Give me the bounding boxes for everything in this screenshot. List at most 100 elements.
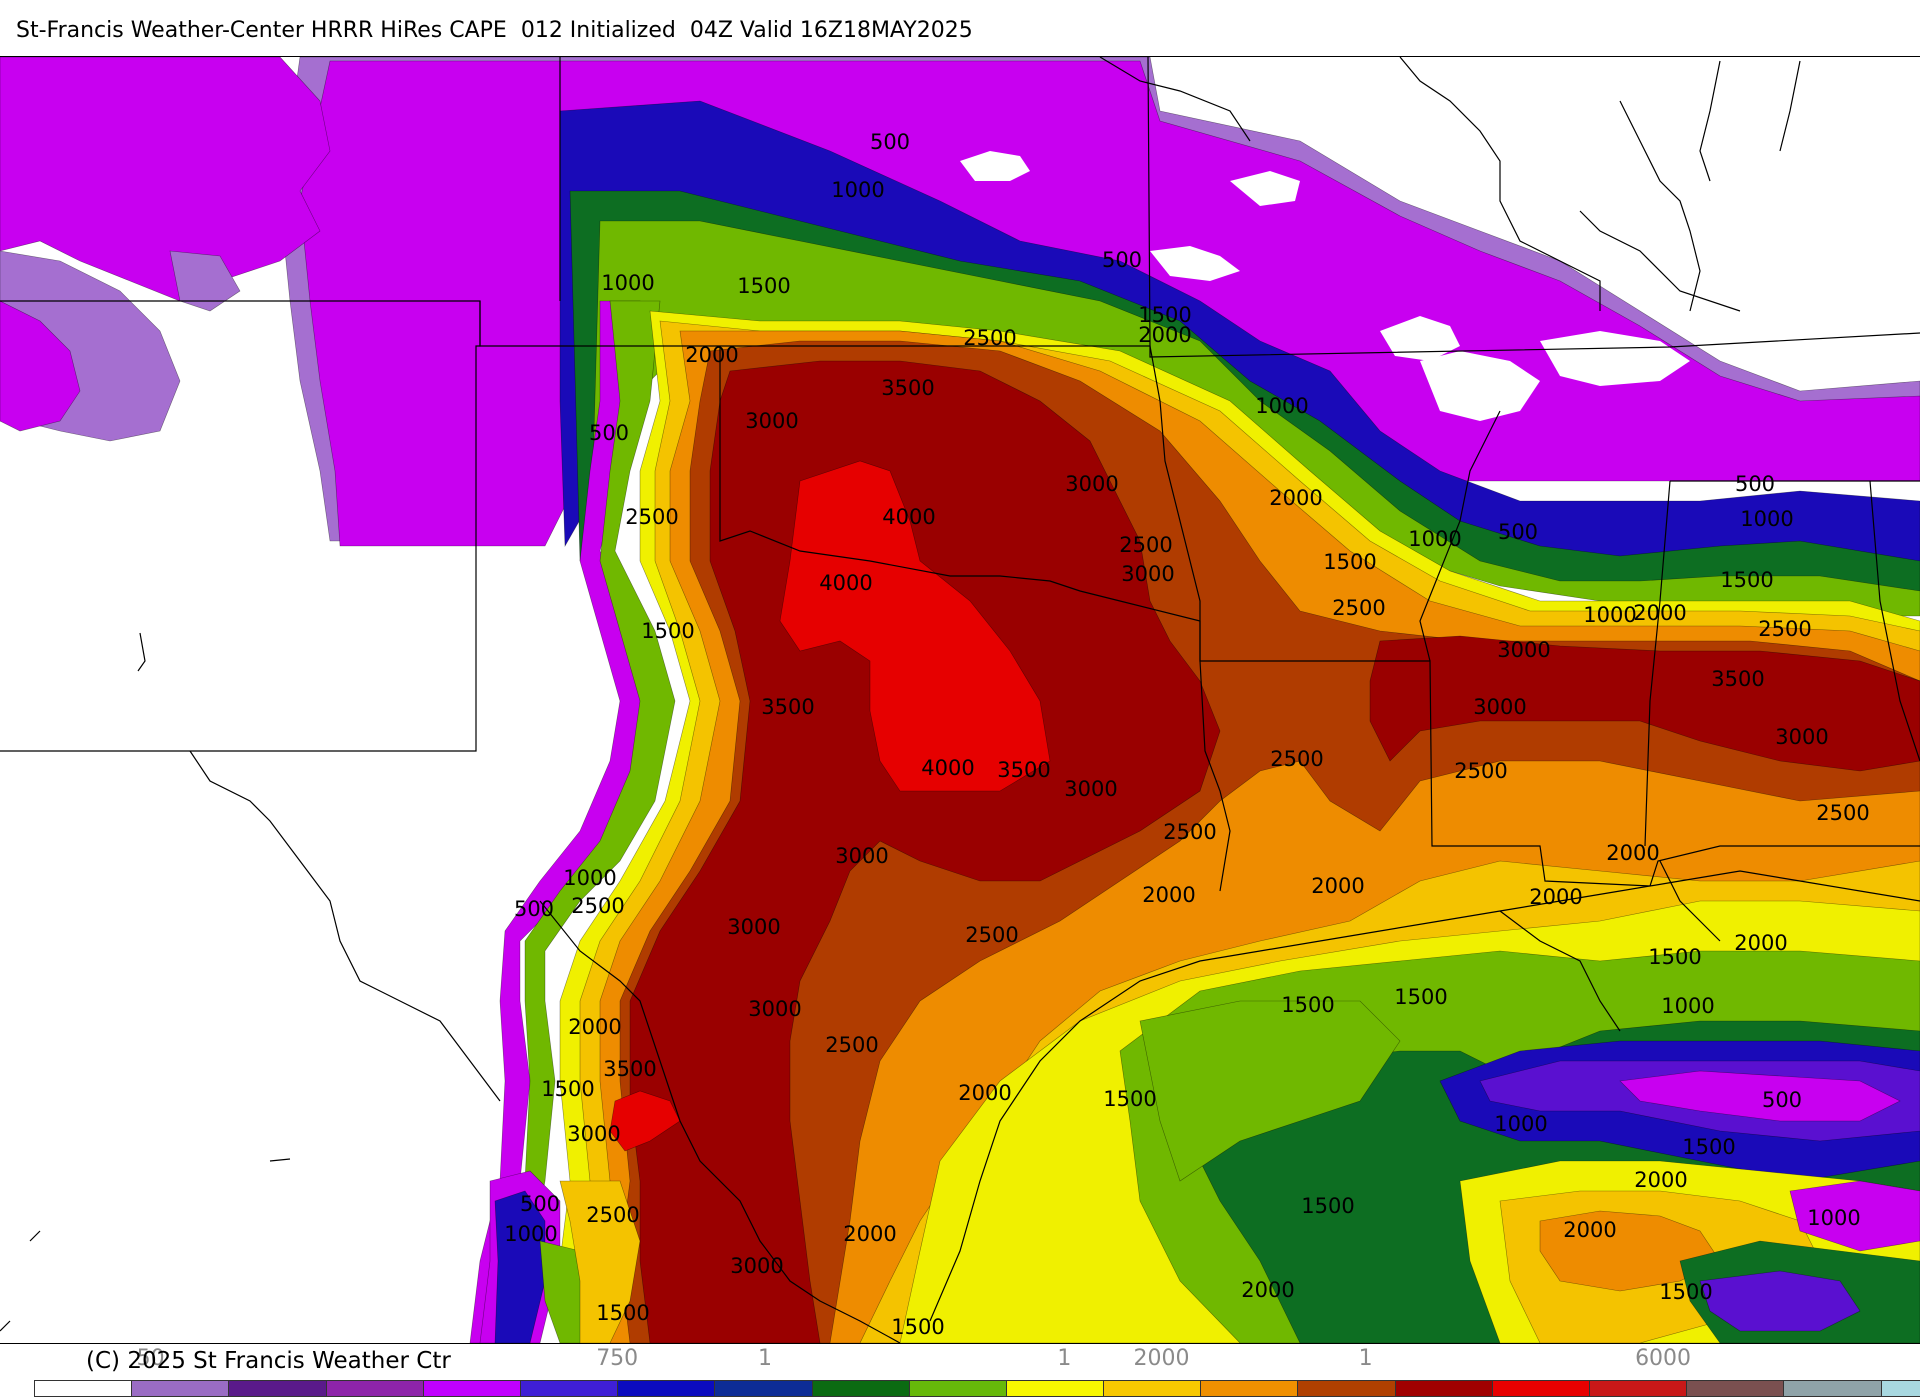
contour-label: 2500 [965, 923, 1018, 947]
contour-label: 1500 [1301, 1194, 1354, 1218]
contour-label: 3500 [761, 695, 814, 719]
contour-label: 3000 [1775, 725, 1828, 749]
contour-label: 3500 [997, 758, 1050, 782]
contour-label: 1500 [1323, 550, 1376, 574]
contour-label: 1000 [1661, 994, 1714, 1018]
contour-label: 2000 [568, 1015, 621, 1039]
colorbar-swatch [229, 1381, 327, 1396]
contour-band-warm-sector [559, 310, 1920, 1343]
contour-label: 2000 [1241, 1278, 1294, 1302]
contour-label: 500 [589, 421, 629, 445]
colorbar-swatch [715, 1381, 813, 1396]
contour-label: 2500 [963, 326, 1016, 350]
contour-label: 2000 [1606, 841, 1659, 865]
contour-label: 1000 [601, 271, 654, 295]
cape-map-canvas: 500 1000 500 1000 1500 1500 2000 2500 2000 3500 30… [0, 57, 1920, 1343]
contour-label: 4000 [882, 505, 935, 529]
contour-label: 3000 [567, 1122, 620, 1146]
contour-label: 2000 [1634, 1168, 1687, 1192]
contour-label: 2000 [1563, 1218, 1616, 1242]
colorbar-tick-label: 1 [1358, 1346, 1373, 1371]
colorbar-swatch [1687, 1381, 1785, 1396]
cape-map[interactable]: 500 1000 500 1000 1500 1500 2000 2500 2000 3500 30… [0, 56, 1920, 1344]
colorbar-swatch [1492, 1381, 1590, 1396]
contour-label: 500 [1102, 248, 1142, 272]
contour-cells-northwest [0, 57, 331, 442]
contour-label: 2500 [1454, 759, 1507, 783]
colorbar-tick-label: 6000 [1635, 1346, 1692, 1371]
colorbar-swatch [909, 1381, 1007, 1396]
colorbar [34, 1380, 1920, 1397]
contour-label: 2000 [1734, 931, 1787, 955]
contour-label: 2500 [571, 894, 624, 918]
contour-label: 1000 [1807, 1206, 1860, 1230]
contour-holes-north [960, 151, 1690, 421]
colorbar-swatch [618, 1381, 716, 1396]
contour-label: 1500 [1720, 568, 1773, 592]
contour-label: 2000 [958, 1081, 1011, 1105]
colorbar-tick-label: 1 [757, 1346, 772, 1371]
contour-labels: 500 1000 500 1000 1500 1500 2000 2500 2000 3500 30… [504, 130, 1869, 1339]
contour-label: 1000 [1494, 1112, 1547, 1136]
contour-label: 3000 [745, 409, 798, 433]
contour-label: 3000 [727, 915, 780, 939]
contour-label: 3000 [1064, 777, 1117, 801]
colorbar-tick-label: 50 [136, 1346, 165, 1371]
contour-label: 3000 [730, 1254, 783, 1278]
contour-label: 2500 [1758, 617, 1811, 641]
contour-label: 1000 [504, 1222, 557, 1246]
contour-band-west [469, 300, 676, 1343]
contour-label: 2000 [1142, 883, 1195, 907]
contour-label: 1500 [596, 1301, 649, 1325]
contour-label: 2000 [1311, 874, 1364, 898]
contour-label: 2500 [1119, 533, 1172, 557]
contour-label: 2500 [1332, 596, 1385, 620]
colorbar-tick-label: 2000 [1133, 1346, 1190, 1371]
contour-label: 1000 [1408, 527, 1461, 551]
contour-label: 1000 [1583, 603, 1636, 627]
colorbar-tick-label: 750 [596, 1346, 639, 1371]
contour-label: 3500 [881, 376, 934, 400]
contour-label: 1500 [1394, 985, 1447, 1009]
copyright-text: (C) 2025 St Francis Weather Ctr [86, 1348, 451, 1374]
contour-label: 3000 [1473, 695, 1526, 719]
contour-label: 500 [1498, 520, 1538, 544]
colorbar-swatch [423, 1381, 521, 1396]
contour-label: 500 [514, 897, 554, 921]
contour-label: 3000 [1065, 472, 1118, 496]
contour-label: 2000 [1633, 601, 1686, 625]
colorbar-swatch [1590, 1381, 1688, 1396]
colorbar-swatch [35, 1381, 133, 1396]
contour-label: 1500 [1682, 1135, 1735, 1159]
contour-label: 3000 [1121, 562, 1174, 586]
contour-label: 1000 [1255, 394, 1308, 418]
colorbar-swatch [1104, 1381, 1202, 1396]
colorbar-swatch [1784, 1381, 1882, 1396]
contour-label: 2000 [1138, 323, 1191, 347]
contour-label: 500 [520, 1192, 560, 1216]
colorbar-swatch [1201, 1381, 1299, 1396]
contour-label: 500 [1762, 1088, 1802, 1112]
map-title: St-Francis Weather-Center HRRR HiRes CAP… [16, 18, 973, 43]
colorbar-swatch [1395, 1381, 1493, 1396]
contour-label: 1500 [1281, 993, 1334, 1017]
colorbar-swatch [1881, 1381, 1920, 1396]
colorbar-swatch [132, 1381, 230, 1396]
colorbar-swatch [1298, 1381, 1396, 1396]
contour-label: 500 [1735, 472, 1775, 496]
contour-label: 3500 [603, 1057, 656, 1081]
contour-label: 500 [870, 130, 910, 154]
contour-label: 2500 [625, 505, 678, 529]
contour-label: 2500 [586, 1203, 639, 1227]
contour-label: 1500 [891, 1315, 944, 1339]
contour-label: 3000 [835, 844, 888, 868]
contour-label: 2500 [825, 1033, 878, 1057]
colorbar-swatch [520, 1381, 619, 1396]
contour-label: 1500 [641, 619, 694, 643]
colorbar-swatch [812, 1381, 910, 1396]
contour-label: 1500 [1103, 1087, 1156, 1111]
contour-label: 2000 [843, 1222, 896, 1246]
contour-label: 1500 [1659, 1280, 1712, 1304]
contour-label: 4000 [819, 571, 872, 595]
political-borders [0, 57, 1920, 1343]
